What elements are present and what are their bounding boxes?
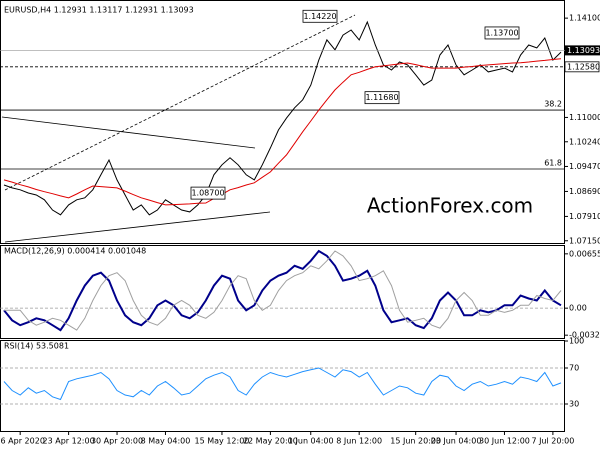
y-tick-label: 1.11000 [569,113,600,122]
x-tick-label: 15 May 12:00 [195,437,250,446]
x-tick-label: 23 Jun 04:00 [431,437,482,446]
y-tick-label: 0.006554 [569,249,600,258]
series-line [3,20,562,216]
x-tick-label: 8 May 04:00 [141,437,191,446]
y-tick-label: 1.07150 [569,236,600,245]
x-tick-label: 30 Jun 12:00 [479,437,530,446]
y-tick-label: 1.09470 [569,162,600,171]
current-price-box [565,45,600,56]
level-label: 1.12580 [567,62,600,71]
y-tick-label: 70 [569,364,579,373]
x-tick-label: 15 Jun 20:00 [390,437,441,446]
fibo-label: 38.2 [544,100,562,109]
panel-title: RSI(14) 53.5081 [4,342,69,351]
x-tick-label: 7 Jul 20:00 [531,437,574,446]
macd-panel [0,245,565,339]
price-annotation-box [364,91,400,105]
x-tick-label: 16 Apr 2020 [0,437,45,446]
y-tick-label: 1.07910 [569,212,600,221]
y-tick-label: 100 [569,337,584,346]
x-tick-label: 30 Apr 20:00 [91,437,143,446]
price-annotation: 1.13700 [485,28,518,37]
price-annotation-box [302,9,338,23]
y-tick-label: 1.08690 [569,187,600,196]
price-panel [0,0,565,244]
price-annotation-box [484,26,520,40]
y-tick-label: -0.003259 [569,331,600,340]
series-line [3,249,562,332]
price-annotation: 1.14220 [303,12,336,21]
current-price-label: 1.13093 [567,46,600,55]
x-tick-label: 8 Jun 12:00 [336,437,382,446]
x-tick-label: 23 Apr 12:00 [43,437,95,446]
price-annotation: 1.11680 [365,93,398,102]
trend-line [4,211,271,243]
level-label-box [564,61,600,73]
fibo-label: 61.8 [544,159,562,168]
panel-title: MACD(12,26,9) 0.000414 0.001048 [4,247,146,256]
series-line [4,250,562,331]
y-tick-label: 1.14100 [569,14,600,23]
panel-title: EURUSD,H4 1.12931 1.13117 1.12931 1.1309… [4,6,194,15]
y-tick-label: 1.10240 [569,137,600,146]
x-tick-label: 1 Jun 04:00 [288,437,334,446]
price-annotation: 1.08700 [191,189,224,198]
series-line [3,367,562,401]
y-tick-label: 0.00 [569,304,587,313]
rsi-panel [0,340,565,432]
trend-line [1,116,256,149]
y-tick-label: 30 [569,400,579,409]
price-annotation-box [190,186,226,200]
watermark: ActionForex.com [367,194,533,218]
trend-line [4,14,356,191]
series-line [3,58,562,206]
x-tick-label: 22 May 20:00 [243,437,298,446]
